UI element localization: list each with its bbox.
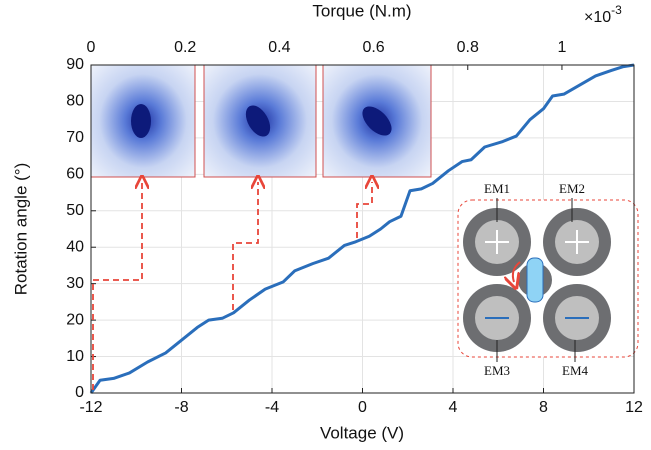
y-tick-label: 90	[66, 56, 84, 73]
x-tick-label: -4	[265, 399, 279, 416]
y-tick-label: 20	[66, 311, 84, 328]
x-tick-label: 4	[449, 399, 458, 416]
x-tick-label: -12	[79, 399, 102, 416]
diagram-label: EM4	[562, 363, 589, 378]
inset-magnet	[245, 105, 271, 137]
axes-frame	[90, 64, 635, 394]
y-tick-label: 50	[66, 202, 84, 219]
inset-magnet	[362, 106, 392, 136]
x2-multiplier-exponent: -3	[611, 3, 622, 17]
y-tick-label: 80	[66, 93, 84, 110]
x2-axis-label: Torque (N.m)	[312, 1, 411, 20]
electromagnets	[463, 198, 611, 362]
insets: EM1 EM2 EM3 EM4	[90, 64, 639, 390]
y-tick-label: 10	[66, 348, 84, 365]
x2-tick-label: 1	[557, 39, 566, 56]
x-tick-label: -8	[174, 399, 188, 416]
arrow	[232, 182, 258, 310]
x-tick-label: 12	[625, 399, 643, 416]
data-line	[89, 63, 635, 394]
y-tick-label: 60	[66, 166, 84, 183]
x2-tick-label: 0.2	[174, 39, 196, 56]
diagram-label: EM2	[559, 181, 585, 196]
y-axis-label: Rotation angle (°)	[11, 163, 30, 295]
x2-tick-label: 0.6	[362, 39, 384, 56]
arrow	[356, 182, 372, 238]
x-tick-label: 8	[539, 399, 548, 416]
marks	[89, 63, 635, 394]
x2-tick-label: 0.4	[268, 39, 290, 56]
inset-magnet	[131, 104, 151, 138]
y-tick-label: 0	[75, 384, 84, 401]
diagram-label: EM1	[484, 181, 510, 196]
diagram-label: EM3	[484, 363, 510, 378]
x2-multiplier-base: ×10	[584, 9, 611, 26]
x-axis-label: Voltage (V)	[320, 423, 404, 442]
x-tick-label: 0	[358, 399, 367, 416]
x2-multiplier: ×10-3	[584, 3, 622, 26]
x2-tick-label: 0	[87, 39, 96, 56]
arrow	[92, 182, 142, 390]
x2-tick-label: 0.8	[457, 39, 479, 56]
y-tick-label: 40	[66, 238, 84, 255]
y-tick-label: 30	[66, 275, 84, 292]
y-tick-label: 70	[66, 129, 84, 146]
